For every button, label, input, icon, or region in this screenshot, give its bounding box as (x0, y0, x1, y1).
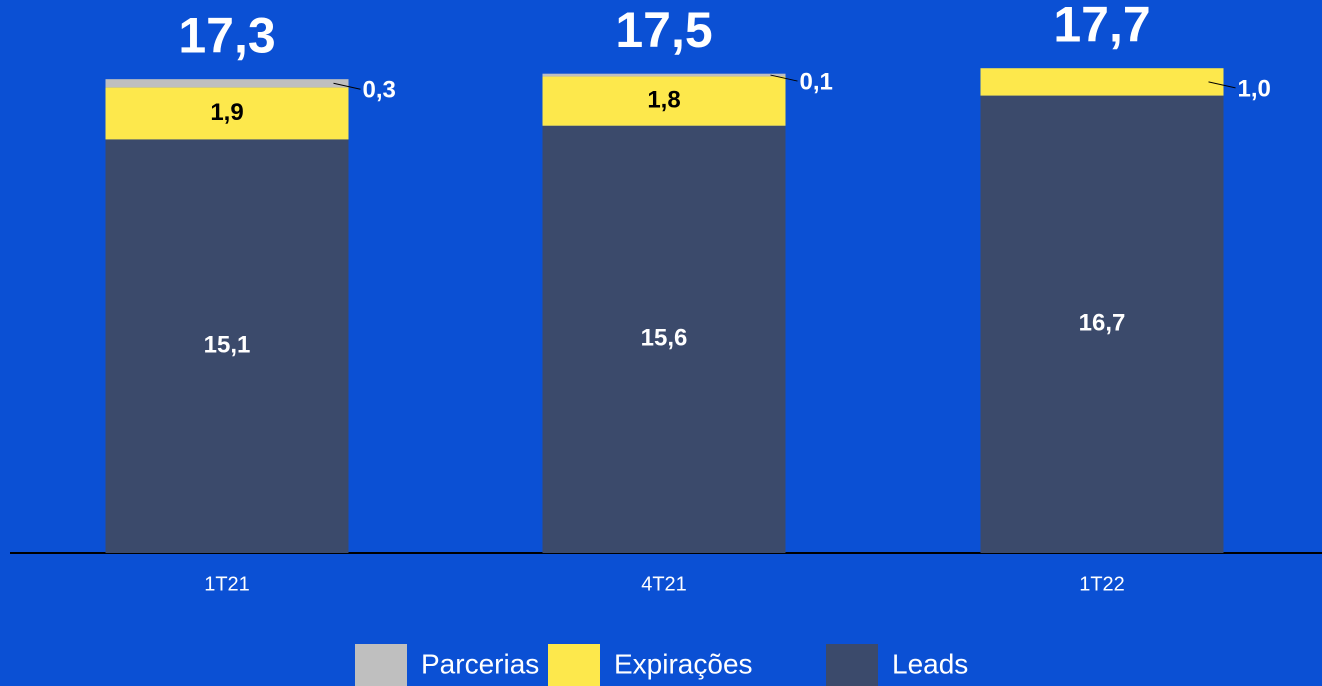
bar-segment (542, 125, 786, 553)
legend-label: Leads (892, 648, 968, 679)
data-label: 15,6 (641, 325, 688, 352)
bar-segment (542, 76, 786, 126)
legend-label: Expirações (614, 648, 753, 679)
data-label: 0,3 (363, 77, 396, 104)
leader-line (770, 74, 798, 82)
total-label: 17,7 (1053, 0, 1150, 52)
bar-segment (980, 68, 1224, 96)
data-label: 1,0 (1238, 75, 1271, 102)
total-label: 17,5 (615, 2, 712, 58)
x-tick-label: 4T21 (641, 573, 687, 595)
legend-swatch (355, 644, 407, 686)
data-label: 16,7 (1079, 310, 1126, 337)
total-label: 17,3 (178, 7, 275, 63)
x-tick-label: 1T22 (1079, 573, 1125, 595)
legend-label: Parcerias (421, 648, 539, 679)
leader-line (333, 82, 361, 90)
legend-swatch (826, 644, 878, 686)
data-label: 0,1 (800, 68, 833, 95)
leader-line (1208, 81, 1236, 89)
bar-segment (105, 139, 349, 553)
bar-segment (105, 79, 349, 88)
bar-segment (105, 87, 349, 140)
data-label: 15,1 (204, 332, 251, 359)
data-label: 1,9 (210, 99, 243, 126)
bar-segment (542, 73, 786, 77)
data-label: 1,8 (647, 86, 680, 113)
legend-swatch (548, 644, 600, 686)
x-tick-label: 1T21 (204, 573, 250, 595)
bar-segment (980, 95, 1224, 553)
